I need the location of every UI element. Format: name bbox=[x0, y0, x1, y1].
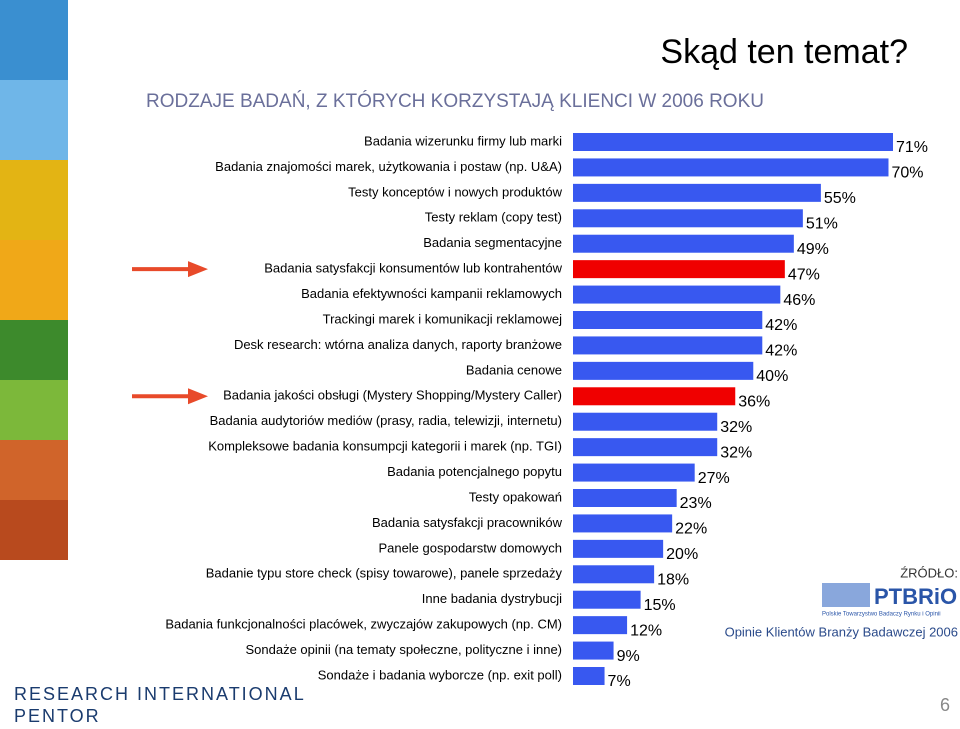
bar bbox=[573, 158, 889, 177]
value-label: 7% bbox=[608, 673, 631, 690]
bar bbox=[573, 234, 794, 253]
bar bbox=[573, 285, 781, 304]
bar bbox=[573, 387, 736, 406]
bar bbox=[573, 641, 614, 660]
category-label: Testy konceptów i nowych produktów bbox=[348, 184, 562, 199]
logo-caption: Polskie Towarzystwo Badaczy Rynku i Opin… bbox=[822, 612, 941, 618]
bar bbox=[573, 412, 718, 431]
category-label: Badania znajomości marek, użytkowania i … bbox=[215, 159, 562, 174]
value-label: 42% bbox=[765, 343, 797, 360]
value-label: 32% bbox=[720, 444, 752, 461]
category-label: Inne badania dystrybucji bbox=[422, 591, 562, 606]
category-label: Testy opakowań bbox=[469, 489, 562, 504]
value-label: 51% bbox=[806, 216, 838, 233]
bar bbox=[573, 590, 641, 609]
logo: PTBRiO bbox=[874, 584, 957, 609]
arrow bbox=[132, 388, 208, 405]
value-label: 22% bbox=[675, 521, 707, 538]
bar bbox=[573, 616, 628, 635]
category-label: Badania satysfakcji pracowników bbox=[372, 515, 563, 530]
bar bbox=[573, 565, 655, 584]
value-label: 15% bbox=[644, 597, 676, 614]
bar bbox=[573, 667, 605, 685]
category-label: Desk research: wtórna analiza danych, ra… bbox=[234, 337, 562, 352]
bar-chart: Badania wizerunku firmy lub marki 71% Bada… bbox=[132, 133, 928, 690]
bar bbox=[573, 336, 763, 355]
category-label: Panele gospodarstw domowych bbox=[378, 540, 562, 555]
category-label: Badania cenowe bbox=[466, 362, 562, 377]
category-label: Trackingi marek i komunikacji reklamowej bbox=[323, 311, 562, 326]
category-label: Badania segmentacyjne bbox=[423, 235, 562, 250]
value-label: 36% bbox=[738, 394, 770, 411]
arrow bbox=[132, 261, 208, 278]
category-label: Sondaże i badania wyborcze (np. exit pol… bbox=[318, 667, 562, 682]
value-label: 18% bbox=[657, 572, 689, 589]
value-label: 23% bbox=[680, 495, 712, 512]
value-label: 55% bbox=[824, 190, 856, 207]
bar bbox=[573, 361, 754, 380]
page-number: 6 bbox=[940, 695, 950, 715]
bar bbox=[573, 514, 673, 533]
category-label: Badania satysfakcji konsumentów lub kont… bbox=[264, 261, 562, 276]
bar bbox=[573, 183, 821, 202]
category-label: Badania wizerunku firmy lub marki bbox=[364, 133, 562, 148]
bar bbox=[573, 209, 803, 228]
category-label: Badania audytoriów mediów (prasy, radia,… bbox=[210, 413, 562, 428]
category-label: Badania efektywności kampanii reklamowyc… bbox=[301, 286, 562, 301]
category-label: Badania funkcjonalności placówek, zwycza… bbox=[165, 617, 562, 632]
value-label: 49% bbox=[797, 241, 829, 258]
category-label: Badanie typu store check (spisy towarowe… bbox=[206, 566, 563, 581]
bar bbox=[573, 438, 718, 457]
value-label: 47% bbox=[788, 266, 820, 283]
value-label: 71% bbox=[896, 139, 928, 156]
value-label: 42% bbox=[765, 317, 797, 334]
value-label: 32% bbox=[720, 419, 752, 436]
bar bbox=[573, 489, 677, 507]
company-name: PENTOR bbox=[14, 706, 101, 726]
source-label: ŹRÓDŁO: bbox=[900, 565, 958, 580]
value-label: 9% bbox=[617, 648, 640, 665]
bar bbox=[573, 539, 664, 558]
category-label: Sondaże opinii (na tematy społeczne, pol… bbox=[245, 642, 562, 657]
slide-title: Skąd ten temat? bbox=[660, 33, 908, 71]
value-label: 70% bbox=[891, 165, 923, 182]
category-label: Testy reklam (copy test) bbox=[425, 210, 562, 225]
category-label: Badania potencjalnego popytu bbox=[387, 464, 562, 479]
value-label: 20% bbox=[666, 546, 698, 563]
value-label: 12% bbox=[630, 622, 662, 639]
company-name: RESEARCH INTERNATIONAL bbox=[14, 684, 306, 704]
value-label: 46% bbox=[783, 292, 815, 309]
value-label: 40% bbox=[756, 368, 788, 385]
chart-title: RODZAJE BADAŃ, Z KTÓRYCH KORZYSTAJĄ KLIE… bbox=[146, 90, 764, 112]
bar bbox=[573, 463, 695, 482]
bar bbox=[573, 311, 763, 329]
photo-strip bbox=[0, 0, 68, 560]
bar bbox=[573, 260, 785, 279]
source-text: Opinie Klientów Branży Badawczej 2006 bbox=[725, 624, 958, 639]
logo-mark bbox=[822, 583, 870, 607]
bar bbox=[573, 133, 893, 151]
category-label: Kompleksowe badania konsumpcji kategorii… bbox=[208, 439, 562, 454]
value-label: 27% bbox=[698, 470, 730, 487]
category-label: Badania jakości obsługi (Mystery Shoppin… bbox=[223, 388, 562, 403]
